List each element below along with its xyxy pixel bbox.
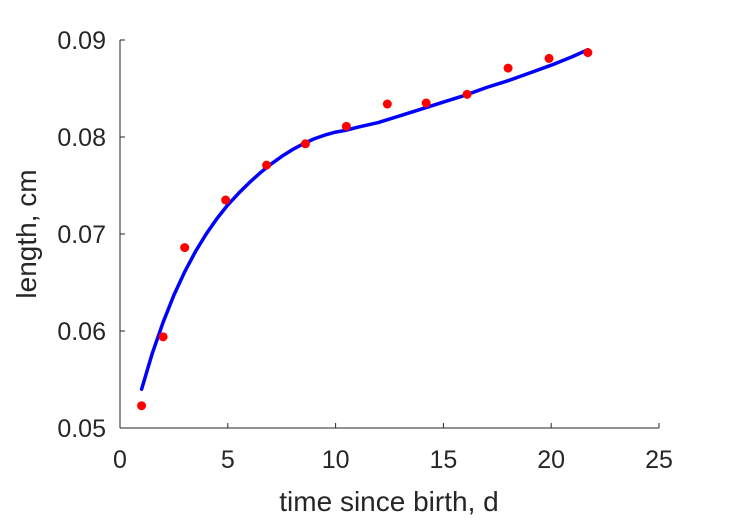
y-tick-label: 0.05 bbox=[57, 415, 106, 443]
axes: 0 5 10 15 20 25 0.05 0.06 0.07 0.08 0.09 bbox=[57, 27, 673, 474]
y-tick-label: 0.09 bbox=[57, 27, 106, 55]
data-point bbox=[421, 98, 431, 108]
x-tick-label: 25 bbox=[645, 446, 673, 474]
x-tick-label: 5 bbox=[221, 446, 235, 474]
y-axis-label: length, cm bbox=[11, 169, 42, 298]
data-point bbox=[544, 53, 554, 63]
data-point bbox=[382, 99, 392, 109]
data-point bbox=[180, 243, 190, 253]
y-tick-label: 0.06 bbox=[57, 318, 106, 346]
x-tick-label: 0 bbox=[113, 446, 127, 474]
data-point bbox=[221, 195, 231, 205]
y-tick-label: 0.08 bbox=[57, 124, 106, 152]
x-tick-label: 20 bbox=[537, 446, 565, 474]
x-axis-label: time since birth, d bbox=[279, 486, 498, 517]
data-point bbox=[262, 160, 272, 170]
x-tick-label: 10 bbox=[322, 446, 350, 474]
data-point bbox=[137, 401, 147, 411]
data-point bbox=[158, 332, 168, 342]
data-point bbox=[462, 89, 472, 99]
data-point bbox=[583, 48, 593, 58]
data-point bbox=[341, 121, 351, 131]
x-tick-label: 15 bbox=[429, 446, 457, 474]
data-point bbox=[503, 63, 513, 73]
labels: time since birth, d length, cm bbox=[11, 169, 499, 517]
fit-curve bbox=[139, 47, 590, 391]
y-tick-label: 0.07 bbox=[57, 221, 106, 249]
data-point bbox=[300, 139, 310, 149]
plot-area bbox=[137, 47, 593, 411]
